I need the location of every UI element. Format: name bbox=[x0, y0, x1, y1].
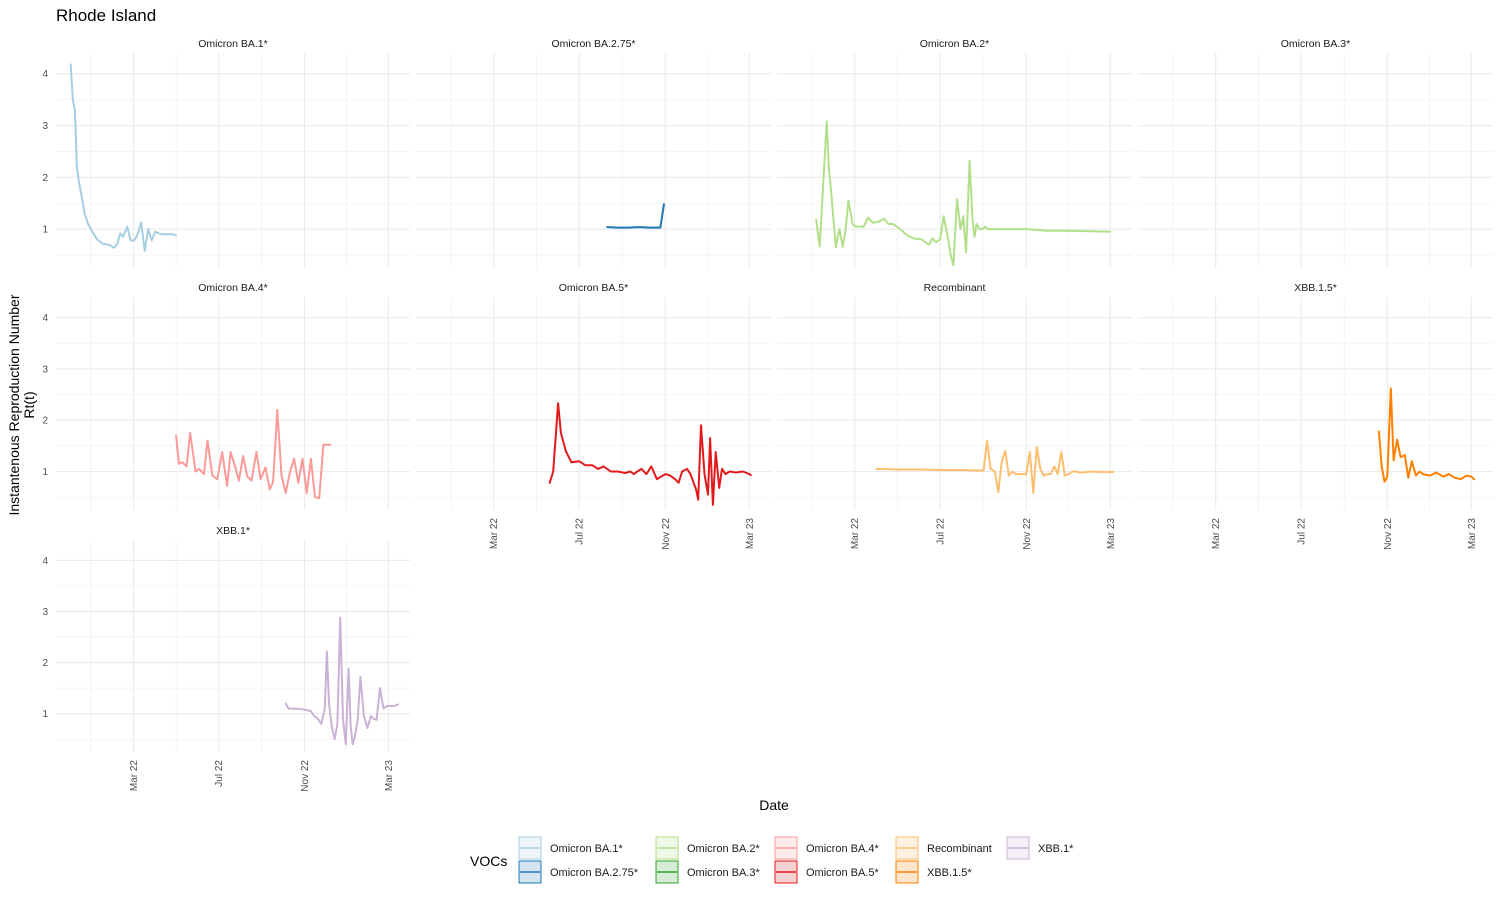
x-tick-label: Jul 22 bbox=[1297, 518, 1308, 545]
y-tick-label: 1 bbox=[42, 225, 48, 236]
y-tick-label: 3 bbox=[42, 121, 48, 132]
legend-item: XBB.1.5* bbox=[895, 860, 972, 884]
x-axis-label: Date bbox=[759, 797, 789, 813]
series-line bbox=[815, 120, 1112, 267]
legend-item: Omicron BA.4* bbox=[774, 836, 879, 860]
legend-label: XBB.1.5* bbox=[927, 867, 972, 879]
x-tick-label: Mar 23 bbox=[1106, 518, 1117, 550]
facet-panel: XBB.1.5* Mar 22 Jul 22 Nov 22 Mar 23 bbox=[1138, 282, 1493, 550]
facet-panel: Omicron BA.1* 1 2 3 4 bbox=[42, 38, 410, 268]
y-tick-label: 2 bbox=[42, 173, 48, 184]
legend-item: Omicron BA.5* bbox=[774, 860, 879, 884]
x-tick-label: Mar 22 bbox=[1211, 518, 1222, 550]
legend: VOCs Omicron BA.1* Omicron BA.2.75* Omicro… bbox=[470, 836, 1074, 884]
panel-title: XBB.1.5* bbox=[1294, 282, 1337, 294]
legend-item: Omicron BA.1* bbox=[518, 836, 623, 860]
legend-item: Recombinant bbox=[895, 836, 992, 860]
x-tick-label: Mar 22 bbox=[850, 518, 861, 550]
facet-panel: Omicron BA.3* bbox=[1138, 38, 1493, 268]
legend-label: Omicron BA.2.75* bbox=[550, 867, 639, 879]
legend-label: Omicron BA.2* bbox=[687, 843, 760, 855]
facet-panel: Omicron BA.2* bbox=[777, 38, 1132, 268]
x-tick-label: Mar 22 bbox=[489, 518, 500, 550]
panel-title: Omicron BA.2* bbox=[920, 38, 989, 50]
x-tick-label: Mar 23 bbox=[745, 518, 756, 550]
series-line bbox=[606, 203, 665, 229]
series-line bbox=[548, 402, 752, 506]
x-tick-label: Jul 22 bbox=[575, 518, 586, 545]
panels: Omicron BA.1* 1 2 3 4 Omicron BA.2.75* Omicron… bbox=[42, 38, 1493, 792]
facet-panel: Omicron BA.2.75* bbox=[416, 38, 771, 268]
x-tick-label: Jul 22 bbox=[936, 518, 947, 545]
y-tick-label: 4 bbox=[42, 313, 48, 324]
panel-title: XBB.1* bbox=[216, 525, 250, 537]
panel-title: Recombinant bbox=[924, 282, 986, 294]
y-tick-label: 2 bbox=[42, 416, 48, 427]
legend-label: Omicron BA.3* bbox=[687, 867, 760, 879]
y-tick-label: 3 bbox=[42, 607, 48, 618]
x-tick-label: Nov 22 bbox=[1383, 518, 1394, 550]
y-tick-label: 4 bbox=[42, 556, 48, 567]
chart-title: Rhode Island bbox=[56, 6, 156, 25]
series-line bbox=[1377, 387, 1476, 483]
x-tick-label: Jul 22 bbox=[214, 760, 225, 787]
legend-label: Recombinant bbox=[927, 843, 992, 855]
y-tick-label: 4 bbox=[42, 69, 48, 80]
panel-title: Omicron BA.2.75* bbox=[551, 38, 635, 50]
x-tick-label: Nov 22 bbox=[1022, 518, 1033, 550]
x-tick-label: Mar 23 bbox=[384, 760, 395, 792]
x-tick-label: Nov 22 bbox=[300, 760, 311, 792]
legend-item: Omicron BA.2* bbox=[655, 836, 760, 860]
series-line bbox=[875, 439, 1115, 495]
panel-title: Omicron BA.3* bbox=[1281, 38, 1350, 50]
legend-item: Omicron BA.2.75* bbox=[518, 860, 639, 884]
y-tick-label: 1 bbox=[42, 467, 48, 478]
panel-title: Omicron BA.1* bbox=[198, 38, 267, 50]
x-tick-label: Mar 22 bbox=[129, 760, 140, 792]
series-line bbox=[284, 616, 400, 746]
legend-label: Omicron BA.5* bbox=[806, 867, 879, 879]
panel-title: Omicron BA.4* bbox=[198, 282, 267, 294]
x-tick-label: Nov 22 bbox=[661, 518, 672, 550]
y-axis-label-line2: Rt(t) bbox=[21, 391, 37, 418]
legend-label: Omicron BA.1* bbox=[550, 843, 623, 855]
legend-label: Omicron BA.4* bbox=[806, 843, 879, 855]
facet-panel: Recombinant Mar 22 Jul 22 Nov 22 Mar 23 bbox=[777, 282, 1132, 550]
facet-panel: Omicron BA.5* Mar 22 Jul 22 Nov 22 Mar 23 bbox=[416, 282, 771, 550]
series-line bbox=[69, 63, 178, 252]
y-axis-label-line1: Instantenous Reproduction Number bbox=[6, 294, 22, 515]
facet-panel: XBB.1* 1 2 3 4 Mar 22 Jul 22 Nov 22 Mar 23 bbox=[42, 525, 410, 792]
y-tick-label: 3 bbox=[42, 364, 48, 375]
legend-label: XBB.1* bbox=[1038, 843, 1074, 855]
x-tick-label: Mar 23 bbox=[1467, 518, 1478, 550]
facet-panel: Omicron BA.4* 1 2 3 4 bbox=[42, 282, 410, 510]
y-tick-label: 2 bbox=[42, 658, 48, 669]
panel-title: Omicron BA.5* bbox=[559, 282, 628, 294]
series-line bbox=[175, 408, 332, 500]
legend-item: Omicron BA.3* bbox=[655, 860, 760, 884]
legend-item: XBB.1* bbox=[1006, 836, 1074, 860]
legend-title: VOCs bbox=[470, 853, 507, 869]
y-tick-label: 1 bbox=[42, 709, 48, 720]
